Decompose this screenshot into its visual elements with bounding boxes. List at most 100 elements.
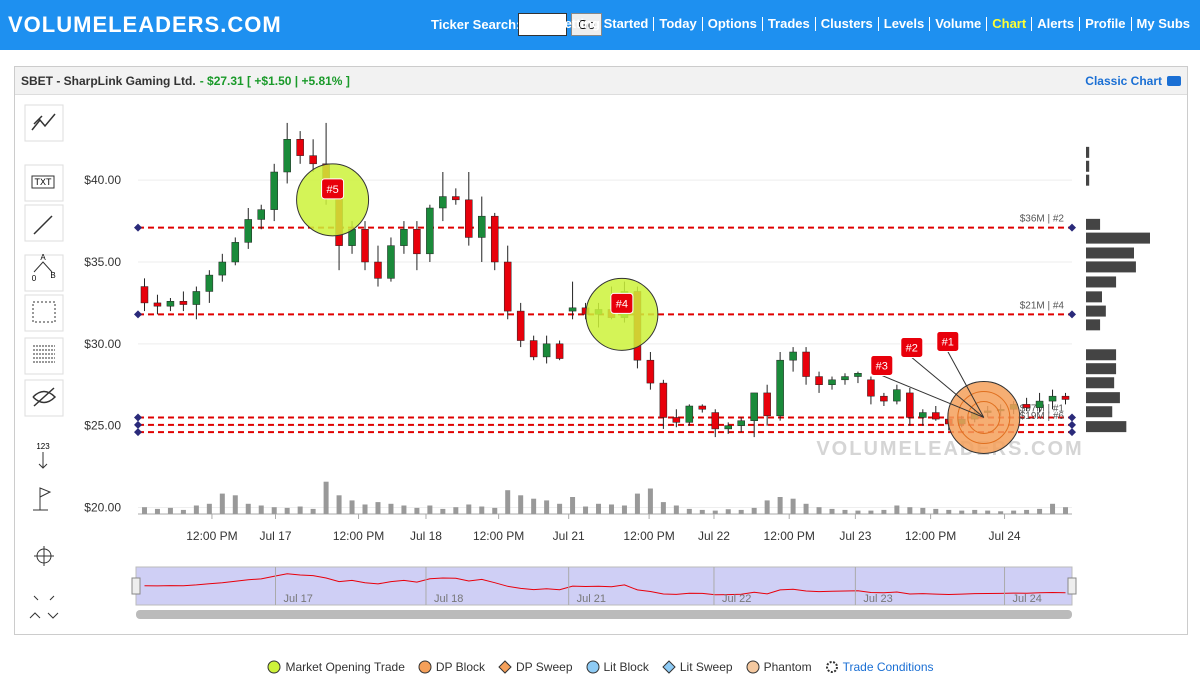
- nav-link[interactable]: Options: [701, 17, 762, 31]
- candle-body: [672, 417, 681, 423]
- legend-shape: [662, 660, 676, 674]
- candle-body: [711, 412, 720, 430]
- x-tick-label: 12:00 PM: [333, 529, 384, 543]
- x-tick-label: Jul 23: [839, 529, 871, 543]
- volume-bar: [959, 510, 965, 514]
- navigator-label: Jul 21: [577, 593, 606, 605]
- trade-marker[interactable]: [610, 292, 634, 314]
- trade-connector: [881, 374, 984, 418]
- nav-link[interactable]: Volume: [929, 17, 986, 31]
- volume-bar: [920, 507, 926, 514]
- panel-title-bar: SBET - SharpLink Gaming Ltd. - $27.31 [ +…: [15, 67, 1187, 95]
- tool-button[interactable]: [24, 164, 64, 202]
- tool-button[interactable]: [24, 104, 64, 142]
- candle-body: [192, 291, 201, 305]
- trade-marker[interactable]: [936, 330, 960, 352]
- trade-bubble[interactable]: [585, 277, 659, 351]
- trade-marker[interactable]: [870, 354, 894, 376]
- y-tick-label: $30.00: [84, 337, 121, 351]
- volume-bar: [790, 498, 796, 514]
- legend-item[interactable]: DP Sweep: [497, 659, 573, 675]
- tool-icon: [38, 452, 48, 469]
- legend-item[interactable]: DP Block: [417, 659, 485, 675]
- nav-link[interactable]: Today: [653, 17, 701, 31]
- candle-body: [828, 379, 836, 385]
- candle-body: [1022, 404, 1031, 408]
- nav-link[interactable]: Trades: [761, 17, 815, 31]
- volume-bar: [336, 495, 342, 514]
- profile-bar: [1086, 261, 1136, 273]
- candle-body: [270, 171, 278, 210]
- volume-bar: [1063, 507, 1069, 514]
- candle-body: [361, 229, 369, 263]
- nav-link[interactable]: Chart: [986, 17, 1031, 31]
- go-button[interactable]: Go: [571, 13, 602, 36]
- legend-item[interactable]: Phantom: [745, 659, 812, 675]
- candle-body: [478, 215, 486, 238]
- nav-link[interactable]: My Subs: [1130, 17, 1195, 31]
- nav: Getting Started Today Options Trades Cluster…: [549, 17, 1195, 31]
- candle-body: [426, 207, 434, 255]
- navigator-handle[interactable]: [131, 577, 141, 595]
- trade-marker[interactable]: [321, 178, 345, 200]
- nav-link[interactable]: Getting Started: [554, 16, 649, 31]
- tool-button[interactable]: [25, 480, 63, 516]
- volume-bar: [608, 504, 614, 514]
- candle-body: [542, 343, 551, 358]
- logo[interactable]: VOLUMELEADERS.COM: [8, 12, 282, 37]
- candle-body: [140, 286, 149, 304]
- nav-link[interactable]: Clusters: [814, 17, 878, 31]
- legend-item[interactable]: Lit Block: [585, 659, 649, 675]
- trade-marker[interactable]: [900, 336, 924, 358]
- nav-link[interactable]: Alerts: [1031, 17, 1079, 31]
- legend-item[interactable]: Trade Conditions: [824, 659, 934, 675]
- volume-bar: [310, 508, 316, 514]
- volume-bar: [245, 503, 251, 514]
- tool-button[interactable]: [24, 254, 64, 292]
- nav-link[interactable]: Levels: [877, 17, 929, 31]
- candle-body: [854, 373, 862, 377]
- trade-label: #4: [616, 298, 628, 310]
- level-end: [1068, 310, 1076, 319]
- volume-bar: [1011, 510, 1017, 514]
- level-end: [1068, 223, 1076, 232]
- search-label: Ticker Search:: [431, 17, 521, 32]
- volume-bar: [271, 507, 277, 514]
- volume-bar: [427, 505, 433, 514]
- nav-link[interactable]: Profile: [1079, 17, 1130, 31]
- level-end: [134, 413, 142, 422]
- volume-bar: [492, 507, 498, 514]
- search-input[interactable]: [518, 13, 567, 36]
- candle-body: [932, 412, 940, 420]
- classic-chart-link[interactable]: Classic Chart: [1085, 74, 1181, 88]
- volume-bar: [1050, 503, 1056, 514]
- candle-body: [893, 389, 901, 402]
- tool-label: A: [40, 253, 46, 262]
- candle-body: [880, 395, 888, 402]
- trade-bubble[interactable]: [296, 163, 370, 237]
- tool-icon: [32, 301, 56, 323]
- tool-button[interactable]: [25, 582, 63, 618]
- candle-body: [685, 405, 694, 423]
- tool-button[interactable]: [25, 438, 63, 474]
- legend-icon: [418, 660, 432, 674]
- navigator-handle[interactable]: [1067, 577, 1077, 595]
- tool-button[interactable]: [24, 337, 64, 375]
- volume-bar: [816, 507, 822, 514]
- volume-bar: [167, 507, 173, 514]
- candle-body: [452, 196, 460, 201]
- level-end: [1068, 413, 1076, 422]
- candle-body: [906, 392, 914, 418]
- scrollbar[interactable]: [136, 610, 1072, 619]
- tool-button[interactable]: [24, 294, 64, 332]
- legend-item[interactable]: Lit Sweep: [661, 659, 733, 675]
- volume-bar: [414, 507, 420, 514]
- candle-body: [374, 261, 382, 279]
- volume-bar: [479, 506, 485, 514]
- tool-icon: [32, 387, 57, 407]
- candle-body: [724, 425, 732, 430]
- profile-bar: [1086, 392, 1120, 404]
- legend-item[interactable]: Market Opening Trade: [266, 659, 405, 675]
- legend-icon: [746, 660, 760, 674]
- level-label: $21M | #4: [1020, 300, 1065, 311]
